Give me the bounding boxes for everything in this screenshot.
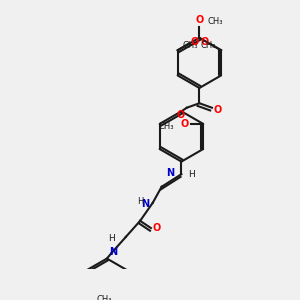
Text: O: O bbox=[153, 223, 161, 233]
Text: O: O bbox=[195, 15, 203, 25]
Text: O: O bbox=[200, 37, 208, 47]
Text: H: H bbox=[189, 170, 195, 179]
Text: O: O bbox=[214, 104, 222, 115]
Text: N: N bbox=[110, 247, 118, 257]
Text: H: H bbox=[108, 234, 115, 243]
Text: O: O bbox=[181, 119, 189, 129]
Text: CH₃: CH₃ bbox=[208, 17, 223, 26]
Text: CH₃: CH₃ bbox=[96, 295, 112, 300]
Text: O: O bbox=[190, 37, 198, 47]
Text: CH₃: CH₃ bbox=[182, 41, 198, 50]
Text: O: O bbox=[177, 110, 185, 119]
Text: H: H bbox=[137, 196, 144, 206]
Text: N: N bbox=[166, 168, 174, 178]
Text: CH₃: CH₃ bbox=[201, 41, 216, 50]
Text: CH₃: CH₃ bbox=[159, 122, 175, 131]
Text: N: N bbox=[141, 199, 149, 209]
